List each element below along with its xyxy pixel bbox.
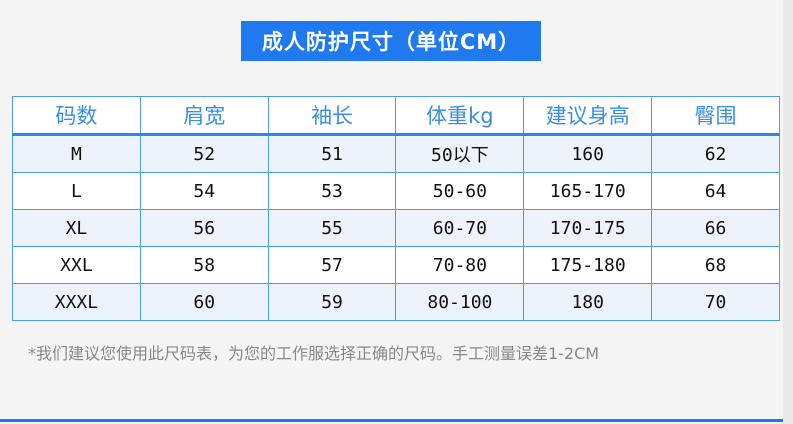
table-row: XXL 58 57 70-80 175-180 68 xyxy=(12,246,780,284)
bottom-divider xyxy=(0,419,783,422)
header-height: 建议身高 xyxy=(523,96,653,136)
table-row: L 54 53 50-60 165-170 64 xyxy=(12,172,780,210)
size-table: 码数 肩宽 袖长 体重kg 建议身高 臀围 M 52 51 50以下 160 62 L 54 5… xyxy=(12,96,780,321)
cell-height: 175-180 xyxy=(523,246,653,284)
table-row: XXXL 60 59 80-100 180 70 xyxy=(12,283,780,321)
header-sleeve: 袖长 xyxy=(267,96,397,136)
cell-size: XL xyxy=(12,209,141,247)
cell-size: L xyxy=(12,172,141,210)
cell-height: 170-175 xyxy=(523,209,653,247)
header-hip: 臀围 xyxy=(651,96,780,136)
table-row: XL 56 55 60-70 170-175 66 xyxy=(12,209,780,247)
cell-hip: 62 xyxy=(651,134,780,173)
cell-sleeve: 53 xyxy=(267,172,397,210)
header-shoulder: 肩宽 xyxy=(139,96,269,136)
cell-shoulder: 56 xyxy=(139,209,269,247)
cell-sleeve: 59 xyxy=(267,283,397,321)
cell-height: 160 xyxy=(523,134,653,173)
table-row: M 52 51 50以下 160 62 xyxy=(12,134,780,173)
cell-weight: 80-100 xyxy=(395,283,525,321)
cell-sleeve: 55 xyxy=(267,209,397,247)
page-title: 成人防护尺寸（单位CM） xyxy=(241,21,541,61)
cell-hip: 70 xyxy=(651,283,780,321)
right-edge xyxy=(783,0,793,424)
measurement-note: *我们建议您使用此尺码表，为您的工作服选择正确的尺码。手工测量误差1-2CM xyxy=(28,344,600,363)
cell-height: 165-170 xyxy=(523,172,653,210)
cell-sleeve: 57 xyxy=(267,246,397,284)
header-weight: 体重kg xyxy=(395,96,525,136)
cell-hip: 68 xyxy=(651,246,780,284)
cell-weight: 60-70 xyxy=(395,209,525,247)
cell-shoulder: 52 xyxy=(139,134,269,173)
cell-size: XXL xyxy=(12,246,141,284)
table-header-row: 码数 肩宽 袖长 体重kg 建议身高 臀围 xyxy=(12,96,780,136)
cell-shoulder: 60 xyxy=(139,283,269,321)
cell-shoulder: 58 xyxy=(139,246,269,284)
cell-size: M xyxy=(12,134,141,173)
header-size: 码数 xyxy=(12,96,141,136)
cell-height: 180 xyxy=(523,283,653,321)
cell-weight: 70-80 xyxy=(395,246,525,284)
cell-hip: 64 xyxy=(651,172,780,210)
cell-size: XXXL xyxy=(12,283,141,321)
cell-shoulder: 54 xyxy=(139,172,269,210)
cell-sleeve: 51 xyxy=(267,134,397,173)
cell-hip: 66 xyxy=(651,209,780,247)
cell-weight: 50以下 xyxy=(395,134,525,173)
cell-weight: 50-60 xyxy=(395,172,525,210)
